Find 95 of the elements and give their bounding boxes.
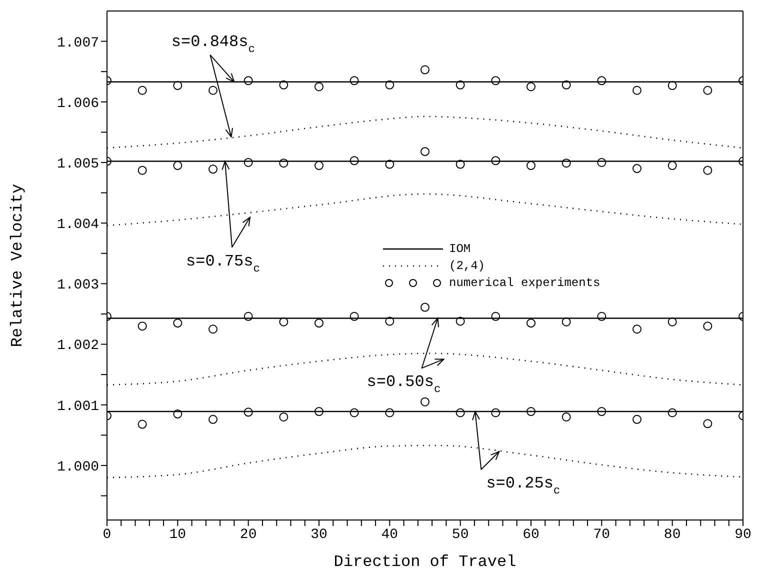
- y-tick-label: 1.007: [56, 35, 99, 52]
- point: [562, 412, 571, 422]
- point: [491, 76, 500, 86]
- point: [279, 80, 288, 90]
- point: [314, 318, 324, 328]
- x-tick-label: 90: [734, 526, 752, 543]
- legend-label: IOM: [449, 242, 471, 256]
- point: [703, 166, 712, 175]
- point: [703, 419, 712, 428]
- point: [420, 397, 430, 406]
- x-tick-label: 10: [169, 526, 186, 543]
- point: [597, 312, 606, 321]
- point: [456, 160, 465, 169]
- point: [350, 312, 359, 321]
- point: [350, 408, 359, 418]
- y-tick-label: 1.004: [56, 217, 99, 234]
- point: [279, 412, 288, 422]
- point: [632, 414, 642, 424]
- point: [526, 318, 536, 328]
- point: [526, 82, 536, 92]
- point: [173, 81, 182, 90]
- point: [491, 312, 500, 321]
- point: [279, 158, 288, 168]
- point: [314, 82, 324, 92]
- y-tick-label: 1.005: [56, 156, 99, 172]
- point: [208, 164, 218, 174]
- x-axis-title: Direction of Travel: [334, 553, 516, 571]
- point: [597, 407, 606, 416]
- point: [244, 312, 253, 321]
- point: [456, 80, 465, 90]
- point: [668, 161, 677, 170]
- x-tick-label: 20: [240, 526, 257, 543]
- point: [597, 158, 606, 167]
- point: [208, 414, 218, 424]
- point: [562, 80, 571, 90]
- point: [244, 408, 253, 417]
- point: [173, 161, 182, 170]
- point: [491, 408, 500, 418]
- legend-label: numerical experiments: [449, 276, 600, 290]
- point: [385, 80, 394, 90]
- annotation: s=0.25s$_{c}$: [486, 474, 560, 498]
- point: [632, 164, 642, 174]
- point: [244, 158, 253, 167]
- y-tick-label: 1.001: [56, 398, 99, 415]
- point: [208, 86, 218, 95]
- legend-label: (2,4): [449, 258, 486, 272]
- point: [385, 316, 394, 326]
- point: [350, 156, 359, 166]
- x-tick-label: 0: [102, 526, 112, 543]
- point: [314, 161, 324, 170]
- point: [668, 317, 677, 326]
- point: [597, 76, 606, 86]
- point: [456, 316, 465, 326]
- point: [420, 65, 430, 74]
- point: [703, 86, 712, 95]
- x-tick-label: 40: [381, 526, 398, 543]
- annotation: s=0.75s$_{c}$: [186, 252, 260, 276]
- point: [385, 160, 394, 169]
- y-tick-label: 1.000: [56, 459, 99, 476]
- y-axis-title: Relative Velocity: [8, 183, 27, 348]
- point: [668, 81, 677, 90]
- point: [526, 407, 536, 416]
- point: [208, 324, 218, 334]
- point: [138, 86, 147, 95]
- point: [138, 166, 147, 175]
- point: [173, 409, 182, 418]
- point: [244, 76, 253, 86]
- y-tick-label: 1.002: [56, 338, 99, 354]
- point: [138, 420, 147, 429]
- point: [632, 324, 642, 334]
- y-tick-label: 1.006: [56, 96, 99, 112]
- point: [668, 408, 677, 418]
- x-tick-label: 80: [664, 526, 681, 543]
- point: [491, 156, 500, 166]
- point: [279, 317, 288, 326]
- point: [420, 302, 430, 312]
- point: [385, 408, 394, 418]
- point: [562, 317, 571, 326]
- point: [138, 322, 147, 331]
- point: [420, 147, 430, 156]
- x-tick-label: 30: [310, 526, 328, 543]
- annotation: s=0.848s$_{c}$: [171, 32, 255, 56]
- point: [173, 318, 182, 328]
- point: [562, 158, 571, 168]
- point: [456, 408, 465, 418]
- x-tick-label: 50: [452, 526, 469, 543]
- point: [314, 407, 324, 416]
- point: [632, 86, 642, 95]
- annotation: s=0.50s$_{c}$: [366, 373, 441, 396]
- x-tick-label: 60: [522, 526, 540, 543]
- x-tick-label: 70: [593, 526, 610, 543]
- point: [526, 161, 536, 170]
- point: [703, 322, 712, 331]
- y-tick-label: 1.003: [56, 278, 99, 294]
- point: [350, 76, 359, 86]
